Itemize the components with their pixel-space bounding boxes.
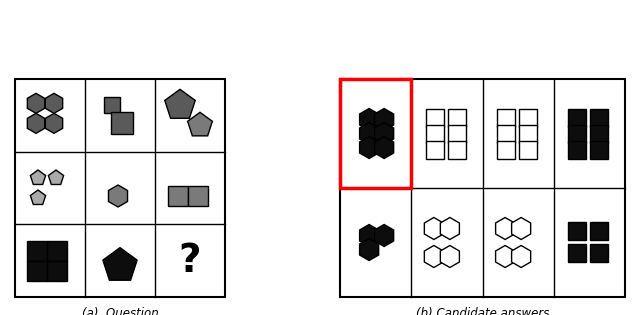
Polygon shape	[360, 225, 379, 247]
Bar	[590, 124, 609, 142]
Polygon shape	[495, 245, 515, 267]
Bar	[47, 241, 67, 261]
Bar	[519, 108, 537, 127]
Bar	[519, 140, 537, 158]
Polygon shape	[164, 89, 195, 118]
Bar	[568, 221, 586, 239]
Polygon shape	[511, 245, 531, 267]
Polygon shape	[374, 108, 394, 130]
Polygon shape	[360, 238, 379, 261]
Polygon shape	[45, 93, 63, 113]
Polygon shape	[360, 123, 379, 145]
Polygon shape	[28, 93, 45, 113]
Polygon shape	[424, 245, 444, 267]
Bar	[497, 124, 515, 142]
Polygon shape	[440, 217, 460, 239]
Bar	[448, 140, 466, 158]
Bar	[188, 186, 208, 206]
Bar	[340, 79, 625, 297]
Bar	[568, 108, 586, 127]
Bar	[448, 108, 466, 127]
Bar	[426, 124, 444, 142]
Bar	[568, 140, 586, 158]
Polygon shape	[28, 113, 45, 133]
Bar	[104, 97, 120, 113]
Polygon shape	[374, 123, 394, 145]
Bar	[519, 124, 537, 142]
Bar	[27, 241, 47, 261]
Bar	[568, 243, 586, 261]
Bar	[340, 79, 412, 188]
Polygon shape	[30, 170, 45, 185]
Bar	[497, 140, 515, 158]
Polygon shape	[30, 190, 45, 204]
Bar	[590, 140, 609, 158]
Polygon shape	[374, 136, 394, 158]
Text: ?: ?	[179, 242, 201, 280]
Bar	[111, 112, 133, 134]
Polygon shape	[495, 217, 515, 239]
Bar	[448, 124, 466, 142]
Bar	[590, 108, 609, 127]
Bar	[27, 261, 47, 281]
Text: (a)  Question: (a) Question	[82, 307, 158, 315]
Polygon shape	[374, 225, 394, 247]
Polygon shape	[440, 245, 460, 267]
Bar	[15, 79, 225, 297]
Polygon shape	[360, 136, 379, 158]
Bar	[590, 243, 609, 261]
Bar	[168, 186, 188, 206]
Polygon shape	[103, 248, 137, 280]
Polygon shape	[360, 108, 379, 130]
Text: (b) Candidate answers: (b) Candidate answers	[416, 307, 549, 315]
Polygon shape	[424, 217, 444, 239]
Bar	[590, 221, 609, 239]
Polygon shape	[108, 185, 127, 207]
Polygon shape	[511, 217, 531, 239]
Polygon shape	[45, 113, 63, 133]
Bar	[568, 124, 586, 142]
Polygon shape	[49, 170, 63, 185]
Polygon shape	[188, 112, 212, 136]
Bar	[426, 140, 444, 158]
Bar	[426, 108, 444, 127]
Bar	[47, 261, 67, 281]
Bar	[497, 108, 515, 127]
